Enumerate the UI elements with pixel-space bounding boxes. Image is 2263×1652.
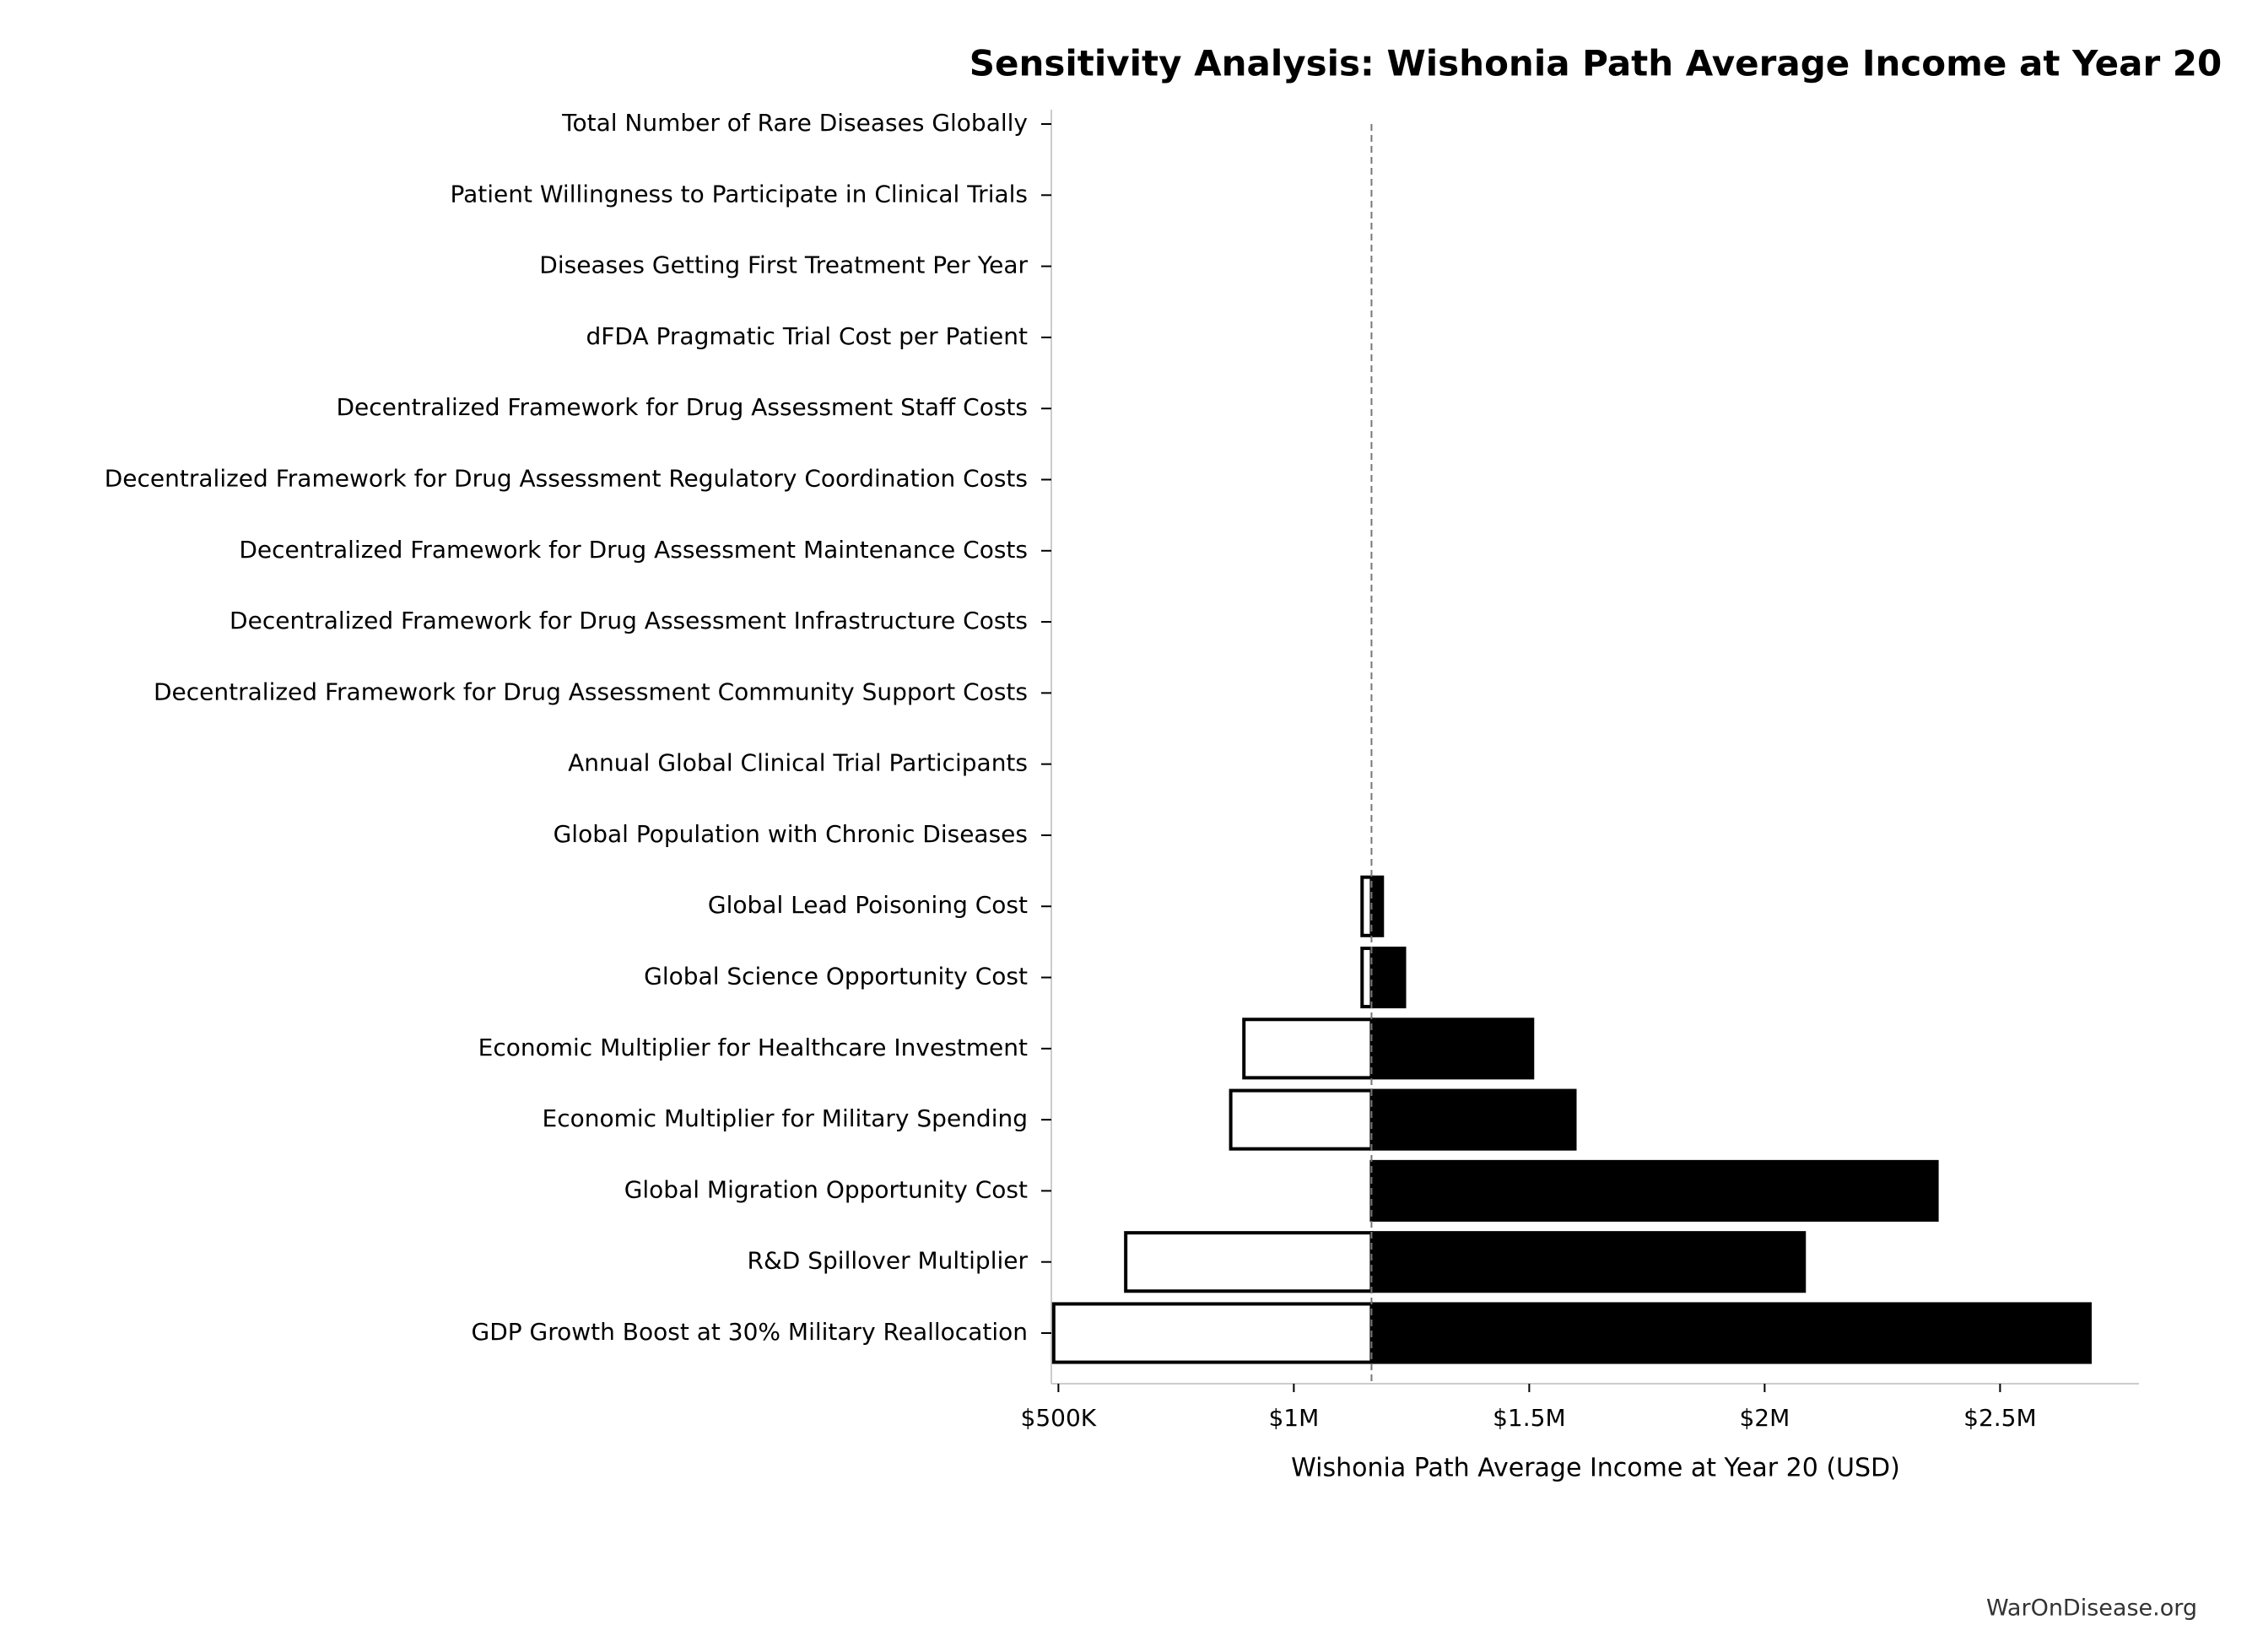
high-bar bbox=[1369, 1231, 1807, 1293]
y-tick-label: Global Lead Poisoning Cost bbox=[708, 891, 1028, 919]
y-tick-label: Global Population with Chronic Diseases bbox=[554, 820, 1028, 848]
high-bar bbox=[1369, 1302, 2092, 1364]
chart-title: Sensitivity Analysis: Wishonia Path Aver… bbox=[969, 43, 2222, 84]
y-tick-label: Decentralized Framework for Drug Assessm… bbox=[154, 678, 1028, 705]
source: WarOnDisease.org bbox=[1986, 1595, 2197, 1622]
x-tick-label: $500K bbox=[1021, 1404, 1097, 1432]
y-tick-label: Economic Multiplier for Military Spendin… bbox=[543, 1104, 1028, 1132]
x-tick-label: $1M bbox=[1268, 1404, 1319, 1432]
high-bar bbox=[1369, 875, 1385, 937]
y-tick-label: Total Number of Rare Diseases Globally bbox=[561, 109, 1028, 137]
high-bar bbox=[1369, 946, 1407, 1009]
x-tick-label: $1.5M bbox=[1493, 1404, 1566, 1432]
low-bar bbox=[1242, 1018, 1374, 1080]
y-tick-label: Annual Global Clinical Trial Participant… bbox=[568, 749, 1028, 777]
y-tick-label: Decentralized Framework for Drug Assessm… bbox=[105, 464, 1028, 492]
x-tick-label: $2.5M bbox=[1963, 1404, 2037, 1432]
high-bar bbox=[1369, 1018, 1535, 1080]
y-tick-label: Global Science Opportunity Cost bbox=[644, 963, 1028, 991]
y-tick-label: Decentralized Framework for Drug Assessm… bbox=[230, 607, 1028, 634]
y-tick-label: Decentralized Framework for Drug Assessm… bbox=[239, 536, 1028, 564]
low-bar bbox=[1124, 1231, 1374, 1293]
y-tick-label: Patient Willingness to Participate in Cl… bbox=[450, 180, 1028, 208]
high-bar bbox=[1369, 1159, 1939, 1222]
y-tick-label: Diseases Getting First Treatment Per Yea… bbox=[539, 251, 1028, 279]
y-tick-label: Global Migration Opportunity Cost bbox=[624, 1175, 1028, 1203]
y-tick-label: dFDA Pragmatic Trial Cost per Patient bbox=[586, 322, 1029, 350]
y-tick-label: GDP Growth Boost at 30% Military Realloc… bbox=[472, 1318, 1028, 1346]
y-tick-label: Economic Multiplier for Healthcare Inves… bbox=[478, 1034, 1028, 1061]
y-tick-label: Decentralized Framework for Drug Assessm… bbox=[336, 393, 1028, 421]
low-bar bbox=[1051, 1302, 1374, 1364]
low-bar bbox=[1229, 1088, 1374, 1151]
x-axis-label: Wishonia Path Average Income at Year 20 … bbox=[1291, 1454, 1900, 1483]
high-bar bbox=[1369, 1088, 1577, 1151]
x-tick-label: $2M bbox=[1739, 1404, 1790, 1432]
y-tick-label: R&D Spillover Multiplier bbox=[748, 1247, 1029, 1275]
